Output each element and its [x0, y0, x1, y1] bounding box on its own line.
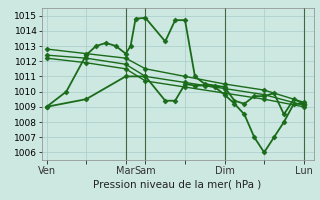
- X-axis label: Pression niveau de la mer( hPa ): Pression niveau de la mer( hPa ): [93, 180, 262, 190]
